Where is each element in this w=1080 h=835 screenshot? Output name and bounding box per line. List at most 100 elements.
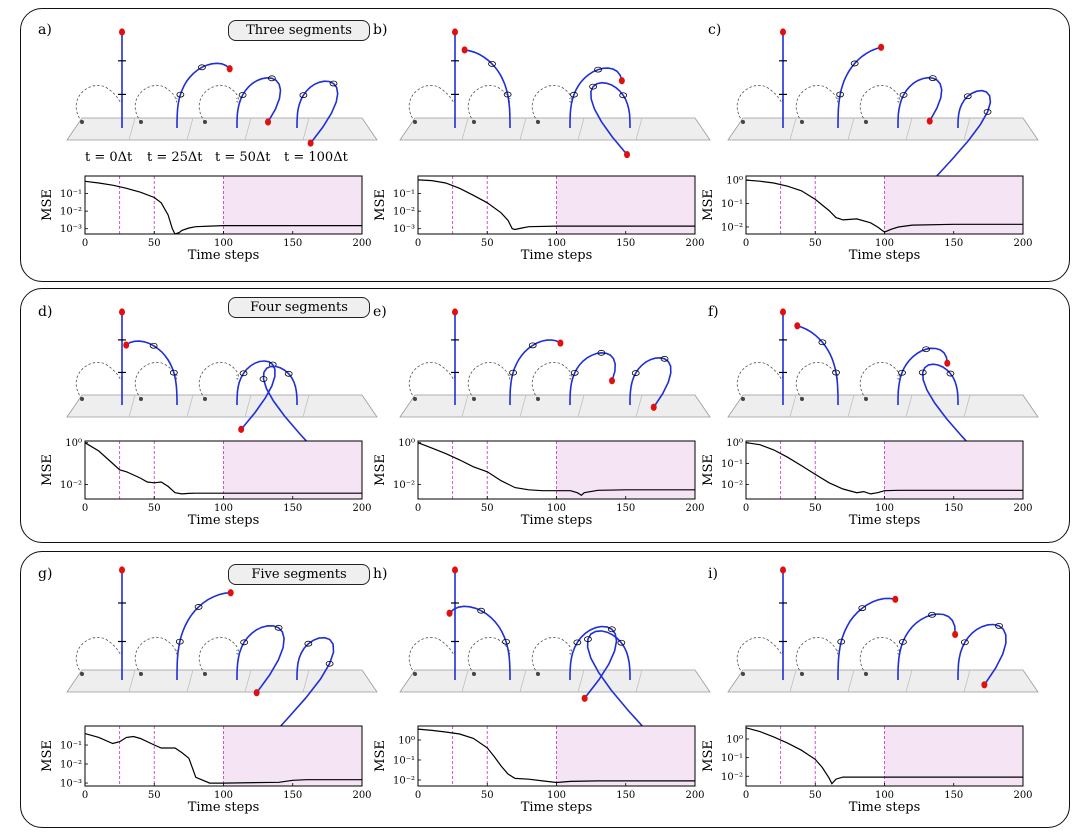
rod-body (837, 597, 896, 680)
target-point (472, 672, 476, 676)
target-point (741, 672, 745, 676)
rod-tip (461, 46, 468, 54)
target-trajectory (134, 636, 178, 675)
target-trajectory (859, 361, 900, 400)
rod-joint-marker (528, 342, 537, 349)
y-tick-label: 10⁰ (726, 735, 743, 746)
rod-tip (780, 28, 786, 36)
ground-grid-line (963, 394, 971, 418)
ground-grid-line (847, 117, 855, 141)
rod-tip (624, 150, 631, 159)
y-tick-label: 10⁻¹ (393, 755, 415, 766)
target-trajectory (467, 361, 511, 400)
target-trajectory (795, 361, 839, 400)
rod-joint-marker (584, 636, 592, 643)
target-point (203, 672, 207, 676)
rod-tip (557, 339, 564, 347)
panel-letter-h: h) (373, 566, 388, 582)
target-point (864, 397, 868, 401)
rod-body (921, 363, 980, 456)
y-tick-label: 10⁻² (60, 480, 82, 491)
ground-grid-line (905, 117, 913, 141)
y-axis-label: MSE (40, 454, 55, 486)
ground-grid-line (461, 394, 469, 418)
rod-joint-marker (960, 639, 969, 646)
rod-body (448, 605, 511, 680)
ground-grid-line (847, 394, 855, 418)
y-tick-label: 10⁻¹ (721, 199, 743, 210)
x-tick-label: 100 (875, 503, 894, 514)
rod-body (957, 623, 1007, 686)
ground-grid-line (635, 117, 643, 141)
target-point (139, 120, 143, 124)
x-tick-label: 50 (809, 790, 822, 801)
rod-body (569, 625, 618, 699)
x-tick-label: 200 (1013, 238, 1032, 249)
rod-body (125, 340, 178, 405)
target-trajectory (859, 84, 900, 123)
x-tick-label: 100 (875, 238, 894, 249)
y-axis-label: MSE (701, 189, 716, 221)
x-tick-label: 150 (944, 238, 963, 249)
rod-tip (119, 28, 125, 36)
rod-joint-marker (503, 91, 512, 98)
target-trajectory (531, 361, 572, 400)
ground-grid-line (519, 394, 527, 418)
rod-joint-marker (238, 92, 247, 98)
rod-joint-marker (329, 80, 338, 87)
x-tick-label: 0 (415, 238, 421, 249)
ground-grid-line (128, 669, 136, 693)
time-label-25: t = 25Δt (147, 150, 203, 165)
ground-grid-line (186, 394, 194, 418)
target-trajectory (736, 636, 784, 675)
ground-plane (727, 117, 1039, 141)
x-tick-label: 50 (148, 790, 161, 801)
y-tick-label: 10⁰ (65, 438, 82, 449)
rod-tip (794, 322, 801, 330)
rod-joint-marker (284, 370, 293, 377)
y-tick-label: 10⁻³ (60, 224, 82, 235)
y-axis-label: MSE (40, 740, 55, 772)
x-tick-label: 150 (616, 238, 635, 249)
rod-joint-marker (850, 60, 859, 67)
target-point (536, 397, 540, 401)
rod-joint-marker (832, 369, 840, 376)
x-tick-label: 0 (82, 790, 88, 801)
target-trajectory (198, 361, 239, 400)
y-tick-label: 10⁻¹ (60, 189, 82, 200)
ground-grid-line (128, 394, 136, 418)
y-axis-label: MSE (701, 454, 716, 486)
target-trajectory (75, 84, 123, 123)
robot-scene-0 (66, 28, 378, 147)
x-tick-label: 150 (616, 503, 635, 514)
x-tick-label: 50 (809, 503, 822, 514)
rod-tip (650, 403, 657, 411)
rod-joint-marker (858, 605, 867, 612)
target-point (413, 120, 417, 124)
rod-joint-marker (149, 342, 158, 349)
rod-body (464, 49, 511, 128)
x-axis-label: Time steps (849, 248, 921, 263)
shaded-region (556, 176, 695, 234)
x-tick-label: 150 (616, 790, 635, 801)
target-point (139, 397, 143, 401)
rod-body (569, 67, 623, 128)
x-axis-label: Time steps (849, 513, 921, 528)
ground-plane (727, 669, 1039, 693)
y-tick-label: 10⁻¹ (721, 753, 743, 764)
target-trajectory (134, 84, 178, 123)
panel-letter-a: a) (38, 22, 52, 38)
rod-joint-marker (194, 604, 203, 610)
target-point (800, 397, 804, 401)
robot-scene-4 (399, 308, 711, 418)
group-title-four-segments: Four segments (228, 297, 370, 318)
rod-joint-marker (198, 64, 206, 71)
rod-tip (452, 308, 458, 316)
rod-joint-marker (239, 370, 248, 377)
rod-tip (944, 359, 951, 367)
ground-plane (727, 394, 1039, 418)
robot-scene-7 (399, 566, 711, 736)
y-tick-label: 10⁻² (393, 207, 415, 218)
mse-chart-c: 0 50 100 150 200 10⁰ 10⁻¹ 10⁻² Time steps MSE (701, 175, 1033, 263)
x-tick-label: 0 (743, 790, 749, 801)
